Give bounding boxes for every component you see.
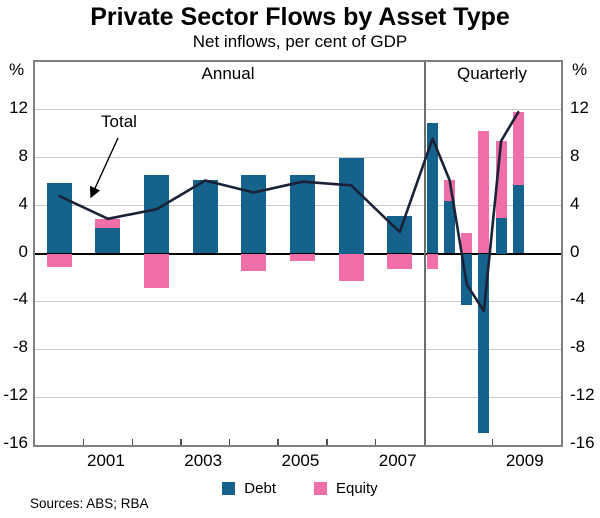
x-axis-tick (374, 439, 377, 445)
bar-equity-2004 (241, 253, 267, 272)
y-tick-label-left: 0 (18, 241, 28, 261)
legend: Debt Equity (0, 480, 600, 497)
total-annotation-arrow (89, 137, 119, 199)
x-tick-label-2007: 2007 (378, 451, 417, 470)
bar-equity-2008Q1 (427, 253, 439, 270)
bar-debt-2003 (192, 180, 218, 254)
panel-label-annual: Annual (201, 64, 255, 83)
gridline--4 (35, 300, 561, 302)
y-tick-label-right: 12 (570, 97, 589, 117)
total-line-annotation: Total (101, 112, 137, 131)
y-tick-label-left: -16 (3, 433, 28, 452)
gridline--8 (35, 348, 561, 350)
bar-debt-2008Q2 (444, 200, 456, 254)
bar-debt-2001 (95, 228, 121, 254)
y-tick-label-left: 12 (9, 97, 28, 117)
bar-equity-2009Q1 (495, 140, 507, 218)
plot-canvas (35, 62, 561, 445)
y-tick-label-left: -12 (3, 385, 28, 405)
gridline-8 (35, 157, 561, 159)
bar-equity-2007 (387, 253, 413, 270)
y-tick-label-left: -8 (12, 337, 28, 357)
gridline-12 (35, 109, 561, 111)
x-axis-tick (491, 439, 494, 445)
gridline--12 (35, 396, 561, 398)
y-tick-label-right: 8 (570, 145, 580, 165)
x-tick-label-2001: 2001 (87, 451, 125, 470)
total-line-layer (57, 110, 520, 313)
chart-title: Private Sector Flows by Asset Type (90, 3, 510, 31)
bar-debt-2008Q4 (478, 253, 490, 434)
x-axis-tick (131, 439, 133, 445)
x-axis-tick (82, 439, 85, 445)
x-axis-tick (326, 439, 328, 445)
x-axis-tick (180, 439, 182, 445)
legend-item-equity: Equity (313, 480, 378, 497)
bar-debt-2008Q1 (427, 123, 439, 254)
x-tick-label-2009: 2009 (505, 451, 544, 470)
x-axis-tick (228, 439, 231, 445)
y-axis-unit-right: % (572, 60, 588, 79)
legend-label-debt: Debt (244, 480, 276, 497)
legend-item-debt: Debt (222, 480, 276, 497)
bar-debt-2006 (338, 157, 364, 254)
panel-divider (424, 62, 426, 445)
bar-debt-2000 (46, 182, 72, 254)
y-tick-label-right: -12 (570, 385, 595, 405)
bar-equity-2005 (289, 253, 315, 261)
bar-equity-2008Q4 (478, 131, 490, 254)
panel-label-quarterly: Quarterly (457, 64, 527, 83)
bar-equity-2006 (338, 253, 364, 282)
y-tick-label-left: -4 (12, 289, 28, 309)
x-tick-label-2005: 2005 (281, 451, 320, 470)
y-tick-label-right: -8 (570, 337, 586, 357)
chart-subtitle: Net inflows, per cent of GDP (192, 32, 408, 51)
bar-debt-2009Q1 (495, 217, 507, 254)
bar-debt-2005 (289, 174, 315, 254)
y-tick-label-left: 8 (18, 145, 28, 165)
total-line (57, 110, 520, 313)
bar-equity-2001 (95, 218, 121, 229)
legend-swatch-equity-icon (313, 482, 327, 495)
bar-equity-2009Q2 (512, 112, 524, 186)
x-tick-label-2003: 2003 (184, 451, 223, 470)
bar-equity-2002 (144, 253, 170, 289)
y-tick-label-right: -16 (570, 433, 595, 452)
legend-swatch-debt-icon (222, 482, 236, 495)
x-axis-tick (277, 439, 279, 445)
y-tick-label-right: 0 (570, 241, 580, 261)
y-tick-label-right: -4 (570, 289, 586, 309)
bar-debt-2004 (241, 174, 267, 254)
legend-label-equity: Equity (335, 480, 378, 497)
y-tick-label-right: 4 (570, 193, 580, 213)
y-axis-unit-left: % (9, 60, 25, 79)
bar-debt-2009Q2 (512, 185, 524, 254)
bar-equity-2008Q3 (461, 233, 473, 254)
bar-equity-2000 (46, 253, 72, 267)
bar-debt-2002 (144, 174, 170, 254)
bar-equity-2008Q2 (444, 180, 456, 201)
sources-note: Sources: ABS; RBA (30, 496, 149, 511)
plot-area (33, 60, 563, 447)
y-tick-label-left: 4 (18, 193, 28, 213)
